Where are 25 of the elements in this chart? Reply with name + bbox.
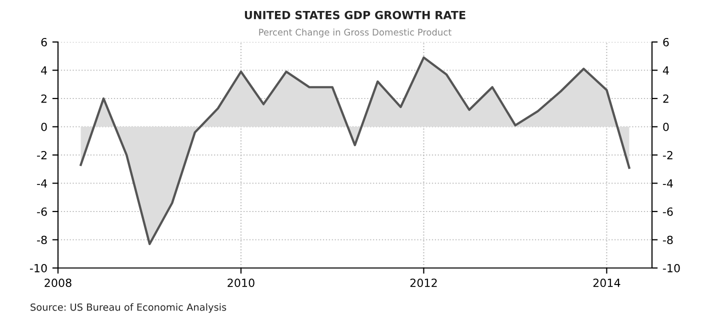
x-tick-label: 2012 (410, 278, 437, 288)
y2-tick-label: 6 (663, 38, 669, 46)
y-tick-label: 0 (41, 122, 47, 132)
y2-tick-label: -4 (662, 179, 673, 188)
y2-tick-label: -8 (662, 236, 673, 244)
x-tick-label: 2010 (228, 278, 254, 288)
y-tick-label: -4 (37, 179, 47, 188)
y2-tick-label: 4 (662, 66, 669, 74)
y-tick-label: -2 (37, 150, 46, 160)
chart-subtitle: Percent Change in Gross Domestic Product (259, 28, 452, 38)
y-tick-label: 4 (41, 66, 47, 74)
y-tick-label: 6 (41, 38, 47, 46)
y-tick-label: 2 (41, 94, 46, 103)
y2-tick-label: -2 (662, 150, 672, 160)
x-tick-label: 2008 (44, 278, 72, 288)
chart-title: UNITED STATES GDP GROWTH RATE (244, 10, 466, 20)
y-tick-label: -10 (30, 264, 47, 272)
y2-tick-label: 2 (663, 94, 668, 103)
x-tick-label: 2014 (593, 278, 620, 288)
y2-tick-label: -10 (662, 264, 680, 272)
y-tick-label: -6 (37, 207, 47, 216)
y2-tick-label: 0 (663, 122, 669, 132)
y2-tick-label: -6 (662, 207, 673, 216)
y-tick-label: -8 (37, 236, 47, 244)
source-note: Source: US Bureau of Economic Analysis (30, 303, 226, 313)
